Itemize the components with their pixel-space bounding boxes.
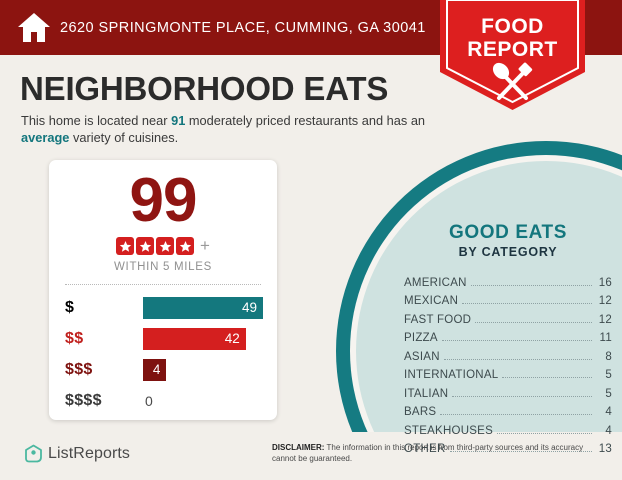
list-item: STEAKHOUSES 4: [404, 419, 612, 438]
list-item: PIZZA 11: [404, 327, 612, 346]
bar-track: 4: [143, 358, 263, 381]
category-name: AMERICAN: [404, 276, 467, 289]
price-tier-chart: $ 49 $$ 42 $$$ 4: [49, 294, 277, 414]
food-report-badge: FOOD REPORT: [440, 0, 585, 110]
category-value: 13: [598, 443, 612, 455]
price-tier-label: $$: [65, 329, 84, 347]
disclaimer: DISCLAIMER: The information in this repo…: [272, 443, 602, 464]
category-name: ITALIAN: [404, 387, 449, 400]
price-tier-label: $$$$: [65, 391, 102, 409]
subtitle-highlight-variety: average: [21, 130, 70, 145]
category-name: FAST FOOD: [404, 313, 472, 326]
listreports-logo-text: ListReports: [48, 444, 131, 462]
category-value: 12: [598, 313, 612, 326]
card-divider: [65, 284, 261, 285]
bar-track: 42: [143, 327, 263, 350]
listreports-house-icon: [24, 444, 43, 463]
category-value: 4: [605, 424, 612, 437]
category-name: STEAKHOUSES: [404, 424, 494, 437]
dot-leader: [502, 376, 592, 378]
dot-leader: [441, 339, 592, 341]
bar-value: 4: [152, 362, 161, 377]
score-caption: WITHIN 5 MILES: [114, 261, 212, 273]
listreports-logo: ListReports: [24, 444, 130, 463]
category-name: OTHER: [404, 443, 446, 455]
dot-leader: [470, 284, 592, 286]
list-item: FAST FOOD 12: [404, 308, 612, 327]
list-item: INTERNATIONAL 5: [404, 364, 612, 383]
page-subtitle: This home is located near 91 moderately …: [21, 112, 441, 146]
category-value: 4: [605, 406, 612, 418]
dot-leader: [449, 450, 592, 452]
category-value: 16: [598, 276, 612, 289]
category-value: 5: [605, 369, 612, 381]
price-tier-row: $$ 42: [65, 325, 263, 352]
good-eats-title: GOOD EATS: [449, 222, 567, 243]
good-eats-subtitle: BY CATEGORY: [458, 245, 558, 259]
price-tier-bar: 49: [143, 296, 263, 319]
food-score: 99: [129, 166, 198, 235]
good-eats-panel: GOOD EATS BY CATEGORY AMERICAN 16 MEXICA…: [404, 222, 612, 456]
page-title: NEIGHBORHOOD EATS: [20, 70, 389, 107]
dot-leader: [440, 413, 592, 415]
star-icon: [156, 237, 175, 255]
disclaimer-label: DISCLAIMER:: [272, 443, 325, 452]
bar-value: 49: [241, 300, 257, 315]
category-name: ASIAN: [404, 350, 440, 363]
dot-leader: [497, 432, 592, 434]
category-value: 8: [605, 350, 612, 363]
list-item: ITALIAN 5: [404, 382, 612, 401]
list-item: MEXICAN 12: [404, 290, 612, 309]
category-value: 12: [598, 295, 612, 307]
star-rating: +: [49, 237, 277, 255]
list-item: OTHER 13: [404, 438, 612, 457]
price-tier-row: $$$ 4: [65, 356, 263, 383]
price-tier-bar: 42: [143, 327, 246, 350]
category-value: 5: [605, 387, 612, 400]
dot-leader: [452, 395, 592, 397]
list-item: ASIAN 8: [404, 345, 612, 364]
star-icon: [116, 237, 135, 255]
bar-value: 42: [224, 331, 240, 346]
spoon-fork-icon: [490, 62, 536, 104]
subtitle-part-3: variety of cuisines.: [69, 130, 179, 145]
subtitle-highlight-count: 91: [171, 113, 186, 128]
plus-sign: +: [200, 236, 210, 255]
subtitle-part-1: This home is located near: [21, 113, 172, 128]
star-icon: [136, 237, 155, 255]
price-tier-row: $$$$ 0: [65, 387, 263, 414]
teal-circle-graphic: [336, 141, 622, 480]
dot-leader: [475, 321, 592, 323]
score-card: 99 + WITHIN 5 MILES $ 49: [49, 160, 277, 420]
price-tier-label: $: [65, 298, 75, 316]
category-name: PIZZA: [404, 332, 438, 344]
subtitle-part-2: moderately priced restaurants and has an: [185, 113, 426, 128]
property-address: 2620 SPRINGMONTE PLACE, CUMMING, GA 3004…: [60, 20, 426, 36]
category-value: 11: [599, 332, 612, 344]
category-name: INTERNATIONAL: [404, 369, 499, 381]
disclaimer-text: The information in this report is from t…: [272, 443, 584, 463]
category-name: BARS: [404, 406, 437, 418]
list-item: BARS 4: [404, 401, 612, 420]
price-tier-label: $$$: [65, 360, 93, 378]
bar-track: 49: [143, 296, 263, 319]
bar-value: 0: [145, 392, 153, 409]
home-icon: [17, 11, 51, 44]
category-list: AMERICAN 16 MEXICAN 12 FAST FOOD 12 PIZZ…: [404, 271, 612, 456]
dot-leader: [462, 302, 592, 304]
list-item: AMERICAN 16: [404, 271, 612, 290]
dot-leader: [443, 358, 592, 360]
category-name: MEXICAN: [404, 295, 459, 307]
star-icon: [176, 237, 195, 255]
footer-background: [0, 432, 622, 480]
price-tier-bar: 4: [143, 358, 167, 381]
price-tier-row: $ 49: [65, 294, 263, 321]
bar-track: 0: [143, 390, 263, 412]
